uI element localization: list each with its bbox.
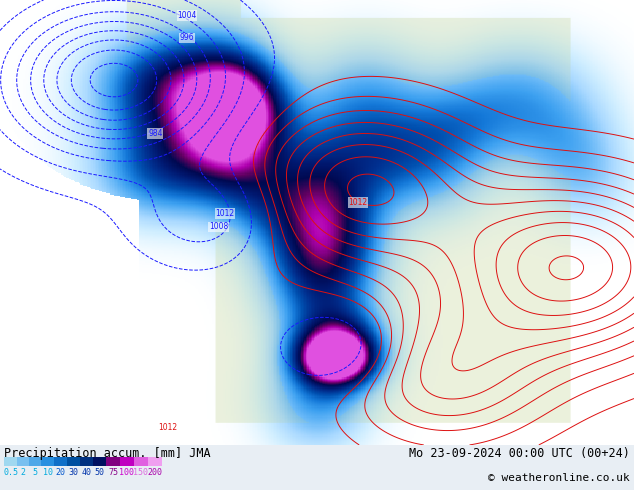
Text: 150: 150: [134, 468, 148, 477]
Text: 50: 50: [94, 468, 105, 477]
Text: 1012: 1012: [349, 198, 368, 207]
Text: 1008: 1008: [209, 222, 228, 231]
Text: Precipitation accum. [mm] JMA: Precipitation accum. [mm] JMA: [4, 447, 210, 460]
Text: 5: 5: [32, 468, 37, 477]
Bar: [120, 457, 134, 466]
Bar: [54, 457, 67, 466]
Text: 984: 984: [148, 129, 162, 138]
Text: 10: 10: [42, 468, 53, 477]
Text: 1012: 1012: [158, 422, 178, 432]
Text: 996: 996: [179, 33, 195, 42]
Text: 40: 40: [82, 468, 91, 477]
Text: Mo 23-09-2024 00:00 UTC (00+24): Mo 23-09-2024 00:00 UTC (00+24): [409, 447, 630, 460]
Text: 30: 30: [68, 468, 79, 477]
Text: 0.5: 0.5: [3, 468, 18, 477]
Bar: [67, 457, 80, 466]
Bar: [134, 457, 148, 466]
Text: 200: 200: [148, 468, 162, 477]
Bar: [80, 457, 93, 466]
Bar: [29, 457, 41, 466]
Bar: [106, 457, 120, 466]
Text: 1004: 1004: [178, 11, 197, 20]
Text: 20: 20: [56, 468, 65, 477]
Text: © weatheronline.co.uk: © weatheronline.co.uk: [488, 473, 630, 483]
Bar: [4, 457, 17, 466]
Text: 75: 75: [108, 468, 118, 477]
Text: 100: 100: [119, 468, 134, 477]
Bar: [41, 457, 54, 466]
Bar: [148, 457, 162, 466]
Bar: [17, 457, 29, 466]
Bar: [93, 457, 106, 466]
Text: 1012: 1012: [216, 209, 235, 218]
Text: 2: 2: [20, 468, 25, 477]
